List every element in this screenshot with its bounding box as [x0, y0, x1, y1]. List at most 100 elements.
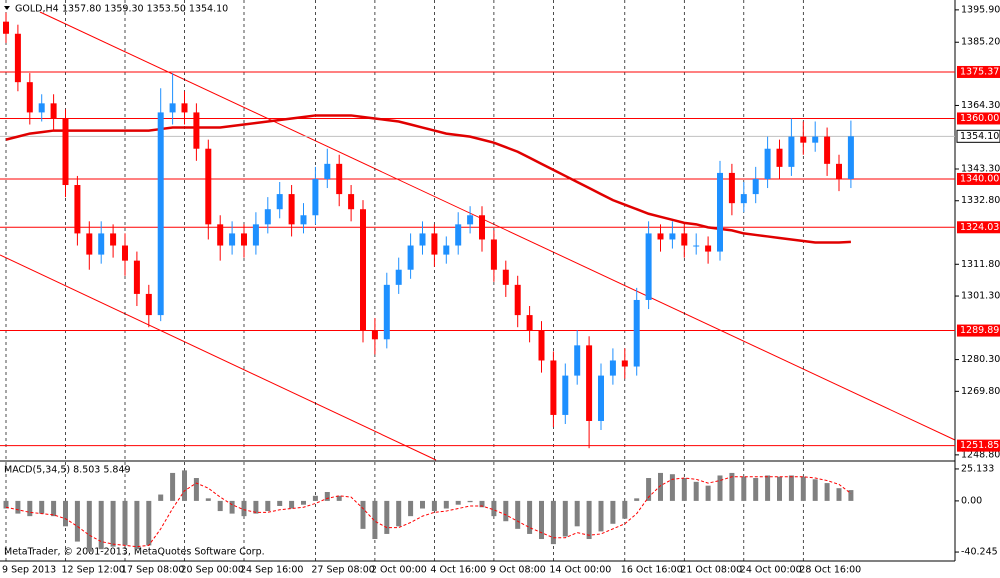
candle-body: [490, 239, 497, 270]
candle-body: [110, 233, 117, 246]
histogram-bar: [848, 490, 854, 501]
y-tick-label: 0.00: [961, 495, 982, 506]
level-label: 1375.37: [960, 66, 999, 77]
histogram-bar: [74, 500, 80, 542]
histogram-bar: [586, 500, 592, 540]
histogram-bar: [622, 500, 628, 519]
histogram-bar: [182, 470, 187, 501]
x-tick-label: 27 Sep 08:00: [311, 565, 374, 576]
x-tick-label: 17 Sep 08:00: [121, 565, 184, 576]
histogram-bar: [39, 500, 45, 514]
histogram-bar: [491, 500, 497, 517]
menu-arrow: [4, 6, 10, 10]
histogram-bar: [3, 500, 9, 509]
candle-body: [74, 185, 81, 234]
y-tick-label: -40.245: [961, 547, 998, 558]
histogram-bar: [146, 500, 152, 546]
candle-body: [847, 136, 854, 179]
candle-body: [455, 224, 462, 246]
histogram-bar: [681, 478, 687, 501]
histogram-bar: [420, 500, 425, 509]
candle-body: [50, 103, 57, 119]
candle-body: [681, 233, 688, 246]
candle-body: [812, 136, 819, 143]
histogram-bar: [705, 485, 711, 501]
histogram-bar: [550, 500, 556, 545]
histogram-bar: [301, 500, 306, 505]
candle-body: [407, 245, 414, 270]
histogram-bar: [265, 500, 271, 512]
candle-body: [657, 233, 664, 240]
histogram-bar: [443, 500, 449, 509]
histogram-bar: [312, 495, 318, 501]
y-tick-label: 1364.30: [961, 100, 1000, 111]
histogram-bar: [193, 478, 199, 501]
histogram-bar: [467, 500, 473, 503]
histogram-bar: [527, 500, 533, 534]
candle-body: [705, 245, 712, 252]
histogram-bar: [408, 500, 414, 517]
candle-body: [836, 163, 842, 179]
level-label-box: [957, 112, 1000, 125]
histogram-bar: [562, 500, 568, 537]
candle-body: [443, 245, 450, 255]
x-tick-label: 28 Oct 16:00: [799, 565, 861, 576]
x-tick-label: 21 Oct 08:00: [680, 565, 742, 576]
candle-body: [550, 360, 557, 415]
histogram-bar: [396, 500, 402, 527]
candle-body: [241, 233, 247, 246]
histogram-bar: [455, 500, 461, 505]
level-label: 1360.00: [960, 113, 999, 124]
level-label-box: [957, 65, 1000, 78]
candle-body: [288, 194, 295, 225]
histogram-bar: [812, 479, 818, 501]
candle-body: [502, 269, 509, 285]
candle-body: [3, 21, 9, 34]
histogram-bar: [741, 476, 747, 501]
histogram-bar: [788, 475, 794, 501]
candle-body: [133, 260, 140, 294]
level-label-box: [957, 172, 1000, 185]
trend-line: [0, 254, 437, 461]
candle-body: [586, 345, 593, 421]
histogram-bar: [777, 476, 782, 501]
candle-body: [526, 315, 533, 331]
candle-body: [431, 233, 438, 255]
candle-body: [645, 233, 652, 300]
histogram-bar: [765, 475, 771, 501]
histogram-bar: [717, 475, 723, 501]
histogram-bar: [110, 500, 116, 547]
y-tick-label: 1332.80: [961, 195, 1000, 206]
candle-body: [752, 178, 759, 195]
level-label-box: [957, 439, 1000, 452]
histogram-bar: [170, 472, 176, 501]
candle-body: [26, 82, 33, 113]
candle-body: [348, 194, 355, 210]
candle-body: [467, 215, 474, 225]
chart-subtitle: 1357.80 1359.30 1353.50 1354.10: [62, 4, 228, 15]
histogram-bar: [217, 500, 223, 512]
histogram-bar: [229, 500, 235, 514]
histogram-bar: [598, 500, 604, 532]
candle-body: [157, 112, 164, 316]
histogram-bar: [372, 500, 378, 540]
last-price-label: 1354.10: [960, 131, 999, 142]
x-tick-label: 9 Oct 08:00: [490, 565, 546, 576]
candle-body: [717, 172, 723, 252]
histogram-bar: [98, 500, 104, 550]
trend-line: [39, 11, 956, 441]
candle-body: [181, 103, 188, 113]
candle-body: [728, 172, 735, 204]
histogram-bar: [634, 498, 640, 501]
x-tick-label: 24 Sep 16:00: [240, 565, 303, 576]
candle-body: [360, 209, 366, 331]
y-tick-label: 1269.80: [961, 386, 1000, 397]
y-tick-label: 1385.20: [961, 37, 1000, 48]
candle-body: [562, 375, 569, 415]
candle-body: [693, 245, 700, 247]
candle-body: [169, 103, 176, 113]
signal-line: [5, 476, 852, 548]
y-tick-label: 1343.30: [961, 163, 1000, 174]
y-tick-label: 1395.90: [961, 4, 1000, 15]
